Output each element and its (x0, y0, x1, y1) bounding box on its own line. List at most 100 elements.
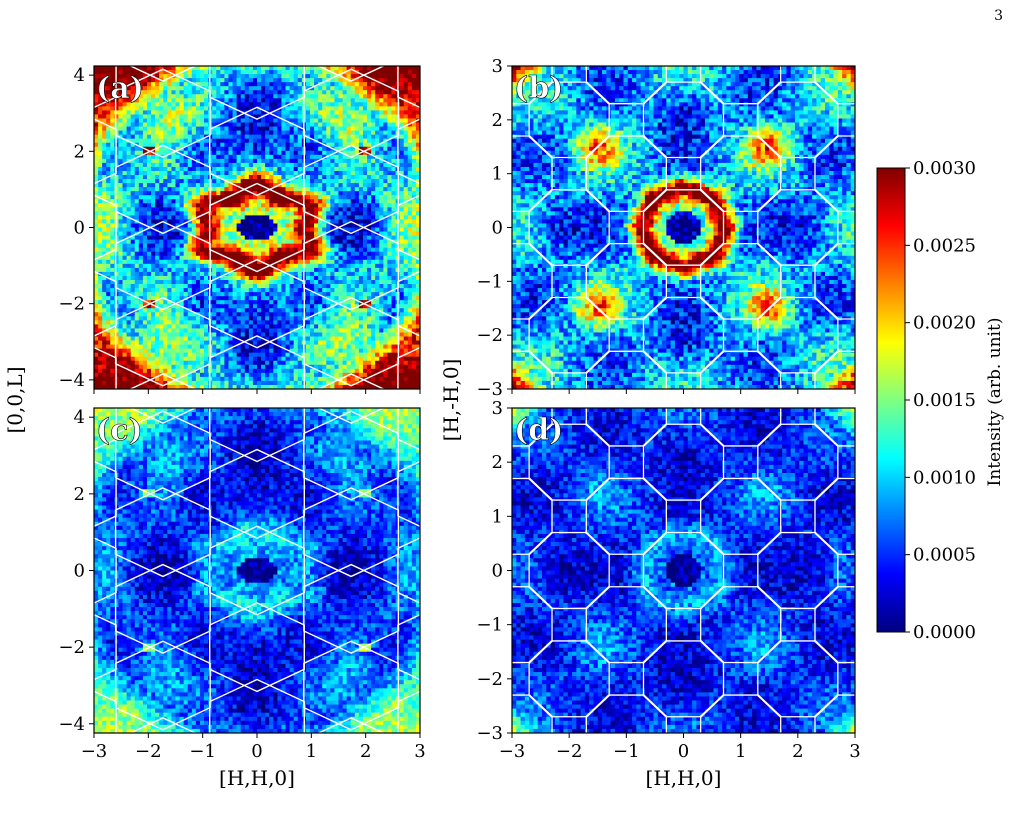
heatmap-cell (199, 304, 205, 309)
heatmap-cell (183, 255, 189, 261)
heatmap-cell (228, 251, 233, 257)
heatmap-cell (375, 239, 380, 245)
heatmap-cell (159, 231, 164, 236)
heatmap-cell (228, 267, 233, 273)
heatmap-cell (244, 199, 250, 204)
heatmap-cell (383, 166, 388, 172)
heatmap-cell (126, 98, 132, 103)
heatmap-cell (289, 134, 295, 140)
heatmap-cell (175, 106, 180, 111)
heatmap-cell (261, 175, 266, 180)
heatmap-cell (289, 251, 295, 257)
heatmap-cell (191, 122, 197, 127)
heatmap-cell (379, 106, 384, 111)
heatmap-cell (187, 215, 193, 220)
heatmap-cell (326, 284, 331, 289)
heatmap-cell (334, 207, 339, 212)
heatmap-cell (252, 223, 258, 228)
heatmap-cell (257, 134, 262, 140)
heatmap-cell (114, 126, 119, 131)
heatmap-cell (167, 235, 172, 241)
heatmap-cell (387, 162, 392, 168)
heatmap-cell (297, 271, 303, 277)
heatmap-cell (399, 106, 405, 111)
heatmap-cell (98, 187, 103, 192)
heatmap-cell (314, 296, 319, 301)
heatmap-cell (362, 251, 368, 257)
heatmap-cell (159, 292, 164, 297)
heatmap-cell (358, 146, 364, 152)
heatmap-cell (134, 158, 140, 164)
heatmap-cell (281, 102, 286, 107)
heatmap-cell (191, 255, 197, 261)
heatmap-cell (232, 296, 238, 301)
heatmap-cell (391, 74, 396, 79)
heatmap-cell (130, 207, 136, 212)
heatmap-cell (195, 118, 201, 123)
heatmap-cell (110, 162, 115, 168)
heatmap-cell (411, 223, 417, 228)
heatmap-cell (171, 215, 176, 220)
heatmap-cell (130, 175, 136, 180)
heatmap-cell (167, 191, 172, 196)
heatmap-cell (232, 187, 238, 192)
heatmap-cell (248, 138, 254, 144)
heatmap-cell (346, 138, 352, 144)
heatmap-cell (399, 70, 405, 75)
heatmap-cell (175, 70, 180, 75)
heatmap-cell (277, 110, 282, 115)
heatmap-cell (199, 207, 205, 212)
heatmap-cell (167, 154, 172, 160)
heatmap-cell (371, 158, 376, 164)
heatmap-cell (163, 316, 168, 321)
heatmap-cell (415, 239, 420, 245)
heatmap-cell (297, 223, 303, 228)
heatmap-cell (322, 288, 327, 293)
heatmap-cell (342, 271, 348, 277)
heatmap-cell (411, 70, 417, 75)
heatmap-cell (358, 134, 364, 140)
heatmap-cell (126, 66, 132, 71)
heatmap-cell (110, 122, 115, 127)
heatmap-cell (252, 114, 258, 119)
heatmap-cell (277, 142, 282, 148)
heatmap-cell (261, 243, 266, 249)
heatmap-cell (212, 82, 217, 87)
heatmap-cell (415, 279, 420, 285)
heatmap-cell (407, 296, 413, 301)
heatmap-cell (309, 191, 315, 196)
heatmap-cell (358, 207, 364, 212)
heatmap-cell (159, 138, 164, 144)
heatmap-cell (236, 284, 242, 289)
heatmap-cell (212, 263, 217, 269)
heatmap-cell (98, 255, 103, 261)
heatmap-cell (415, 288, 420, 293)
heatmap-cell (248, 300, 254, 305)
heatmap-cell (183, 219, 189, 224)
heatmap-cell (367, 191, 372, 196)
heatmap-cell (407, 199, 413, 204)
heatmap-cell (289, 296, 295, 301)
heatmap-cell (375, 312, 380, 317)
heatmap-cell (265, 114, 270, 119)
heatmap-cell (142, 114, 148, 119)
heatmap-cell (277, 150, 282, 156)
heatmap-cell (134, 106, 140, 111)
heatmap-cell (248, 122, 254, 127)
heatmap-cell (281, 74, 286, 79)
heatmap-cell (155, 207, 160, 212)
heatmap-cell (228, 166, 233, 172)
heatmap-cell (106, 251, 111, 257)
heatmap-cell (297, 114, 303, 119)
heatmap-cell (261, 292, 266, 297)
heatmap-cell (411, 267, 417, 273)
heatmap-cell (277, 292, 282, 297)
heatmap-cell (252, 304, 258, 309)
heatmap-cell (212, 247, 217, 253)
heatmap-cell (155, 211, 160, 216)
heatmap-cell (358, 199, 364, 204)
heatmap-cell (163, 243, 168, 249)
heatmap-cell (199, 134, 205, 140)
heatmap-cell (138, 82, 144, 87)
heatmap-cell (175, 158, 180, 164)
